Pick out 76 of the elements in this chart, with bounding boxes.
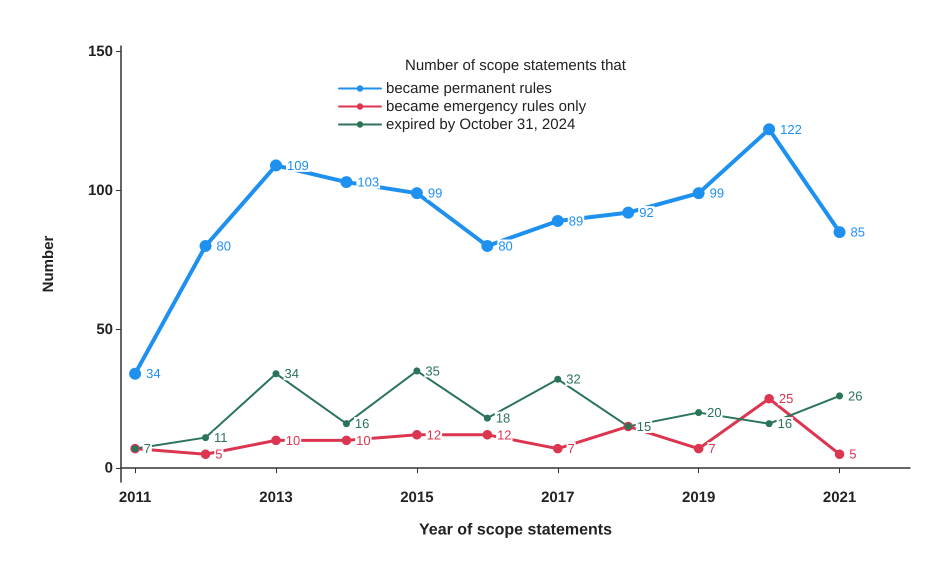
- point: [554, 376, 562, 383]
- y-tick-label: 100: [88, 182, 113, 199]
- point: [836, 392, 844, 400]
- point: [342, 436, 352, 446]
- point: [412, 430, 422, 440]
- point: [694, 444, 704, 454]
- point: [200, 449, 210, 459]
- y-tick-label: 150: [88, 43, 113, 60]
- x-tick-label: 2019: [682, 489, 716, 506]
- point: [763, 123, 776, 136]
- point: [271, 436, 281, 446]
- point: [410, 187, 423, 200]
- point: [202, 434, 210, 442]
- point: [272, 370, 280, 378]
- data-label: 85: [850, 224, 866, 240]
- data-label: 92: [639, 205, 654, 220]
- data-label: 16: [778, 416, 792, 432]
- point: [270, 159, 282, 172]
- data-label: 34: [146, 366, 161, 382]
- point: [200, 240, 212, 252]
- data-label: 89: [568, 213, 584, 228]
- legend-label: became permanent rules: [386, 80, 552, 97]
- point: [834, 449, 844, 459]
- point: [481, 240, 494, 252]
- point: [129, 368, 142, 380]
- data-label: 80: [498, 238, 513, 254]
- point: [622, 206, 634, 219]
- x-axis-title: Year of scope statements: [419, 522, 612, 538]
- point: [552, 214, 564, 227]
- y-axis-title: Number: [40, 236, 57, 292]
- data-label: 11: [214, 430, 228, 446]
- point: [342, 420, 350, 428]
- data-label: 12: [497, 427, 512, 442]
- point: [553, 444, 563, 454]
- data-label: 103: [357, 174, 380, 190]
- y-tick-label: 0: [104, 460, 113, 477]
- point: [340, 176, 352, 188]
- data-label: 20: [707, 405, 722, 420]
- data-label: 12: [426, 427, 442, 442]
- point: [764, 394, 774, 404]
- data-label: 5: [849, 446, 857, 462]
- point: [692, 187, 705, 200]
- point: [766, 420, 773, 428]
- legend-label: became emergency rules only: [386, 98, 587, 115]
- legend-title: Number of scope statements that: [405, 57, 627, 74]
- point: [484, 414, 491, 422]
- data-label: 18: [496, 410, 510, 426]
- point: [482, 430, 492, 440]
- data-label: 16: [354, 416, 370, 432]
- data-label: 34: [284, 366, 299, 382]
- data-label: 7: [144, 441, 151, 456]
- x-tick-label: 2021: [822, 489, 856, 506]
- point: [834, 226, 846, 238]
- data-label: 10: [286, 432, 300, 448]
- data-label: 5: [215, 446, 223, 462]
- data-label: 15: [636, 418, 652, 434]
- data-label: 25: [778, 391, 794, 406]
- legend-label: expired by October 31, 2024: [386, 116, 576, 133]
- data-label: 26: [848, 388, 863, 404]
- data-label: 7: [708, 441, 716, 456]
- x-tick-label: 2015: [400, 489, 434, 506]
- y-tick-label: 50: [96, 320, 113, 338]
- point: [695, 409, 702, 416]
- x-tick-label: 2013: [259, 489, 293, 506]
- data-label: 7: [568, 441, 575, 456]
- point: [413, 367, 420, 374]
- data-label: 35: [425, 363, 440, 378]
- x-tick-label: 2017: [541, 489, 574, 506]
- data-label: 99: [428, 186, 442, 201]
- data-label: 109: [286, 158, 309, 173]
- data-label: 10: [356, 432, 371, 448]
- data-label: 99: [710, 186, 724, 201]
- data-label: 32: [566, 372, 581, 387]
- data-label: 122: [780, 122, 802, 137]
- x-tick-label: 2011: [118, 489, 152, 506]
- data-label: 80: [216, 238, 232, 254]
